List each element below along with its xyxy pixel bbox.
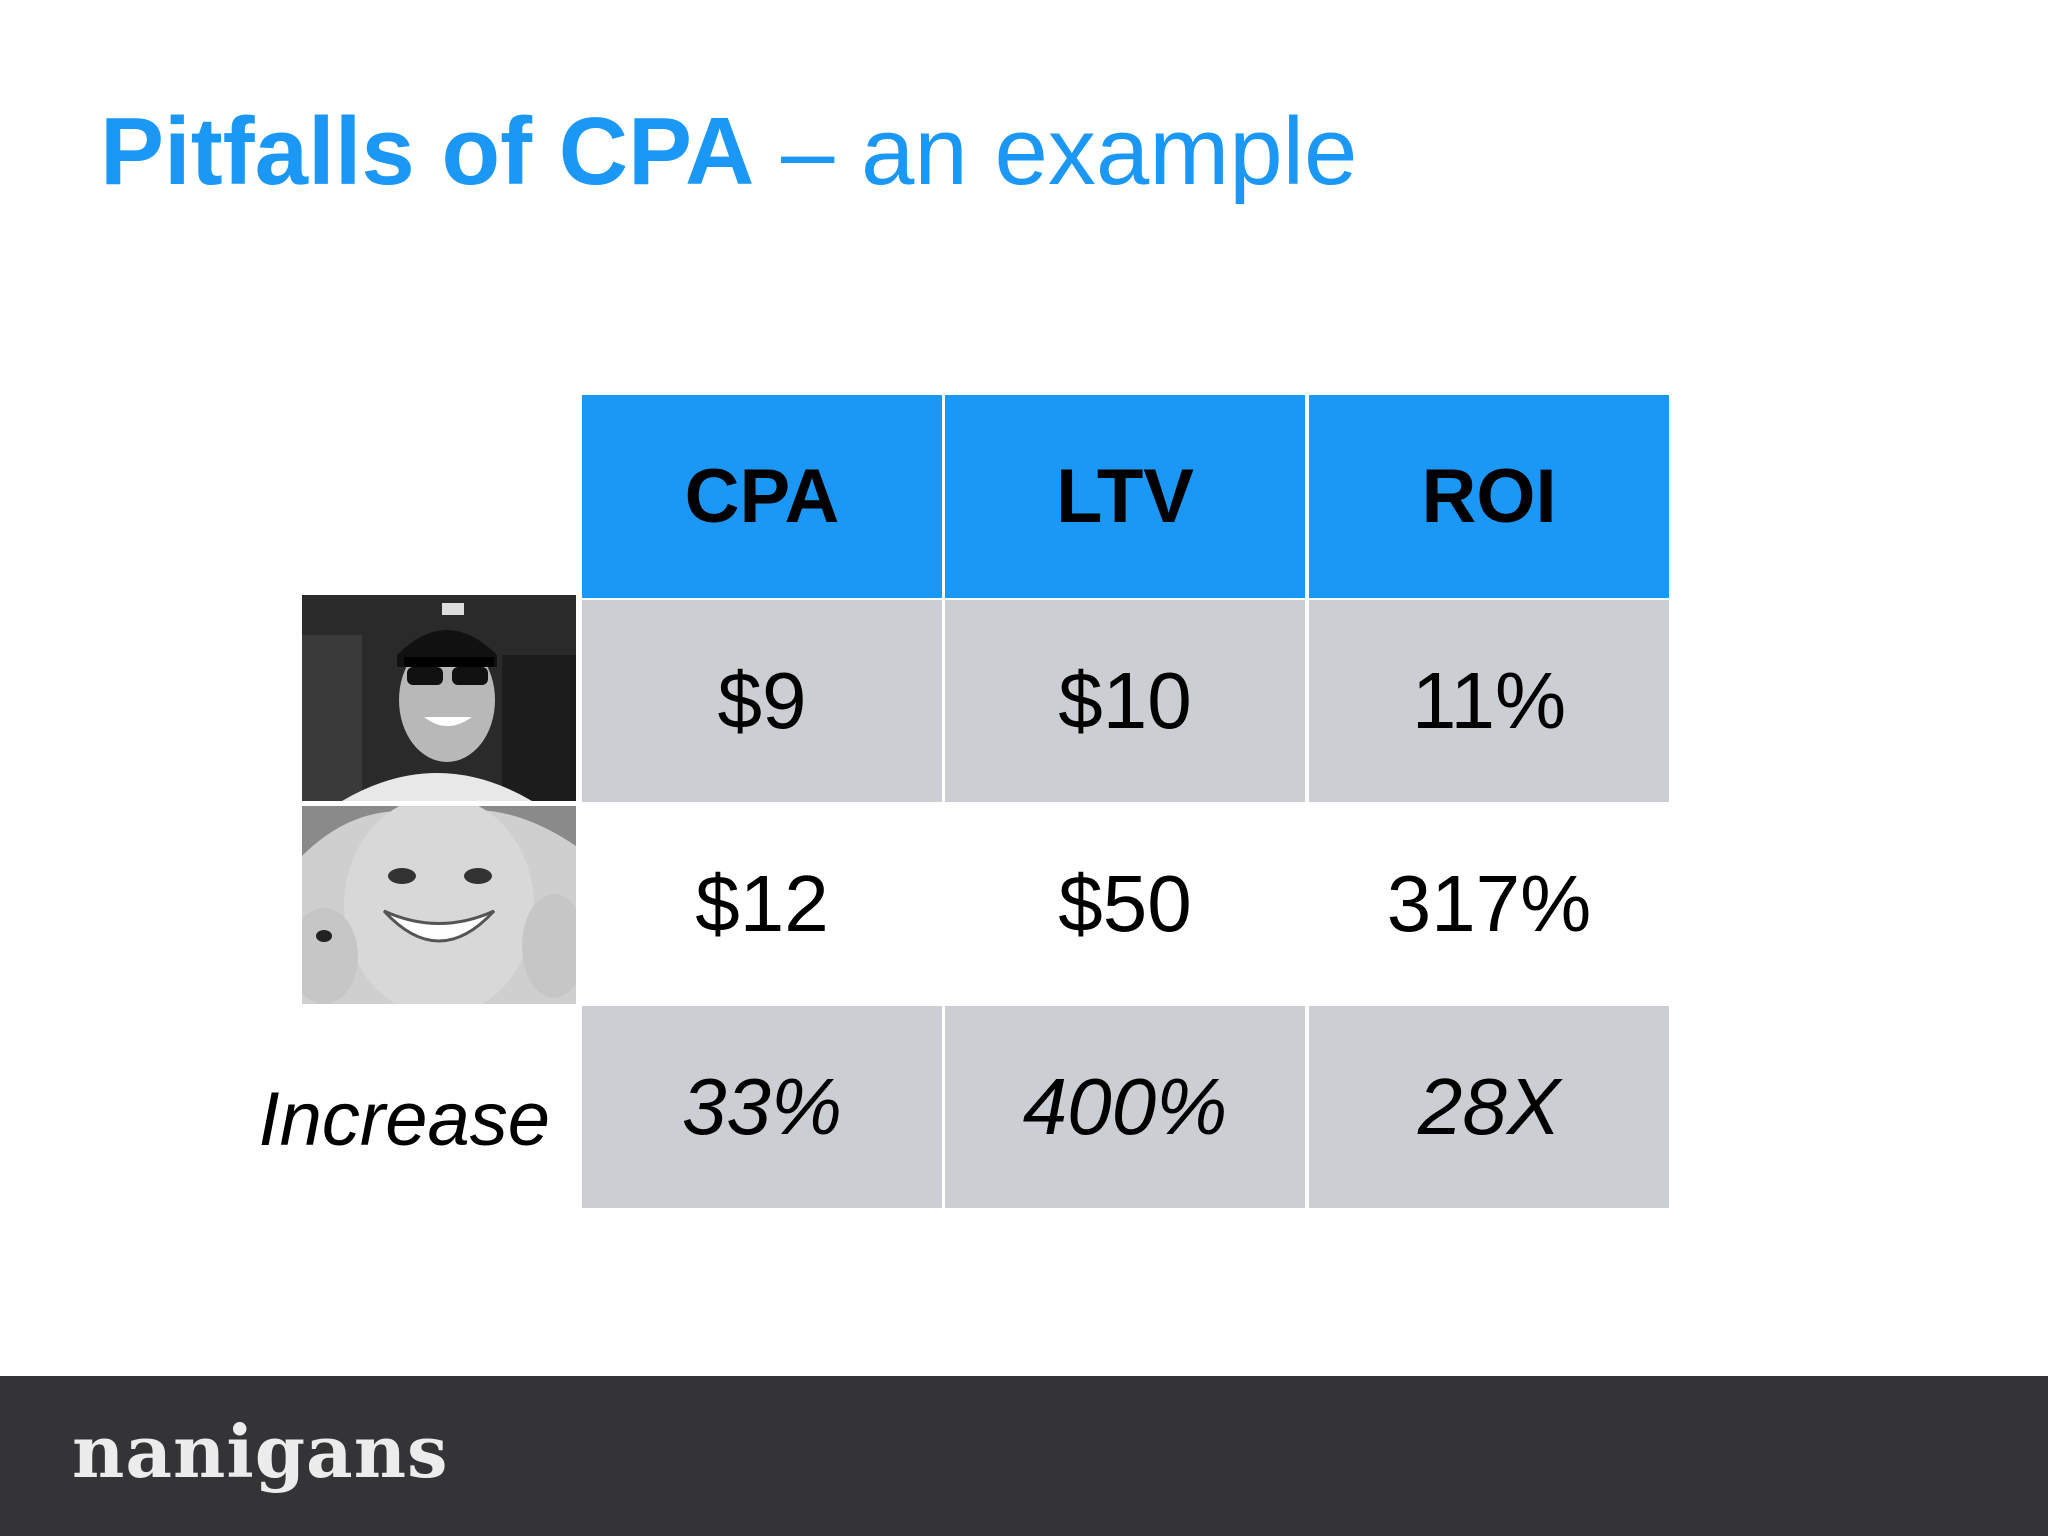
row3-cpa: 33%: [582, 1006, 942, 1208]
header-roi: ROI: [1309, 395, 1669, 598]
row-label-increase: Increase: [258, 1077, 551, 1162]
row2-ltv: $50: [945, 803, 1305, 1005]
row1-cpa: $9: [582, 600, 942, 802]
row3-roi: 28X: [1309, 1006, 1669, 1208]
slide-title: Pitfalls of CPA – an example: [100, 92, 1357, 212]
slide: Pitfalls of CPA – an example CPA LTV ROI…: [100, 92, 1669, 1208]
row1-ltv: $10: [945, 600, 1305, 802]
title-rest: – an example: [754, 98, 1358, 205]
male-user-photo: [302, 595, 576, 801]
nanigans-logo: nanigans: [72, 1409, 449, 1494]
row3-ltv: 400%: [945, 1006, 1305, 1208]
female-user-photo: [302, 806, 576, 1004]
title-strong: Pitfalls of CPA: [100, 98, 755, 205]
footer-bar: nanigans: [0, 1376, 2048, 1536]
header-cpa: CPA: [582, 395, 942, 598]
header-ltv: LTV: [945, 395, 1305, 598]
row1-roi: 11%: [1309, 600, 1669, 802]
row2-cpa: $12: [582, 803, 942, 1005]
row2-roi: 317%: [1309, 803, 1669, 1005]
